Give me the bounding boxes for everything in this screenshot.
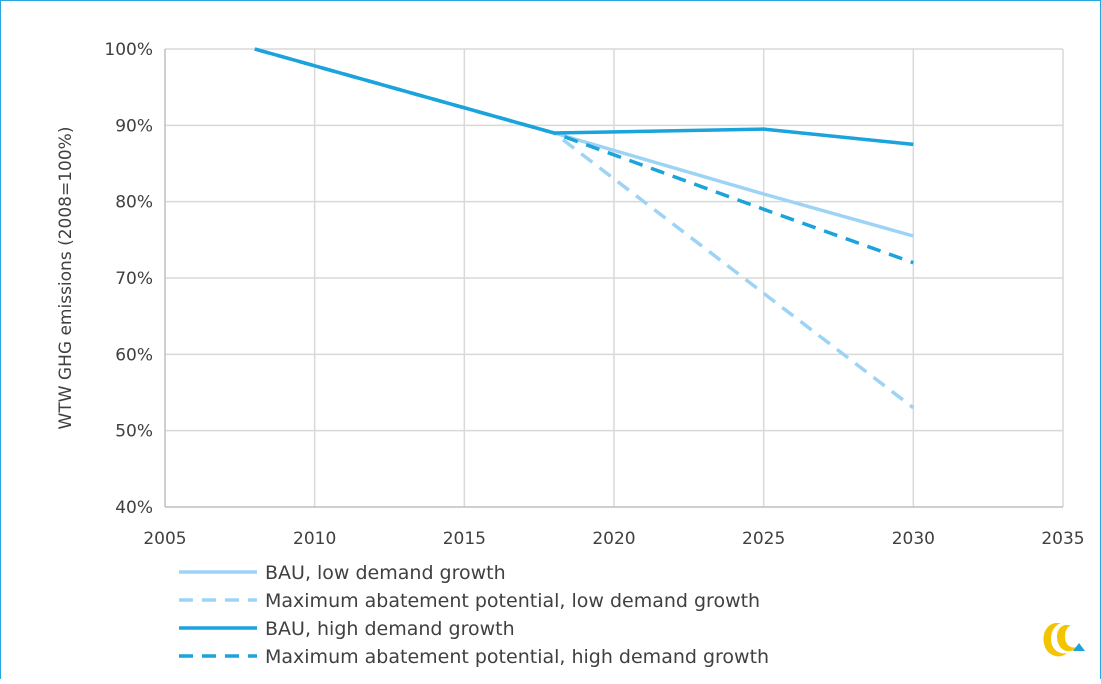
- brand-logo-icon: [1043, 623, 1085, 657]
- y-tick-label: 50%: [115, 422, 153, 442]
- x-tick-label: 2015: [443, 529, 486, 549]
- x-tick-label: 2005: [143, 529, 186, 549]
- y-tick-label: 100%: [104, 40, 153, 60]
- y-tick-label: 70%: [115, 269, 153, 289]
- legend-label: BAU, low demand growth: [265, 562, 506, 584]
- legend-item: Maximum abatement potential, high demand…: [179, 646, 769, 668]
- legend-item: BAU, low demand growth: [179, 562, 506, 584]
- x-tick-label: 2025: [742, 529, 785, 549]
- y-tick-label: 40%: [115, 498, 153, 518]
- legend-label: Maximum abatement potential, high demand…: [265, 646, 769, 668]
- series-lines: [254, 47, 915, 410]
- y-tick-label: 60%: [115, 345, 153, 365]
- x-tick-label: 2035: [1041, 529, 1084, 549]
- logo-yellow-ring-inner: [1057, 625, 1077, 652]
- axes: [164, 49, 1063, 508]
- logo-blue-triangle: [1073, 643, 1085, 651]
- logo-yellow-ring-outer: [1043, 623, 1067, 657]
- y-axis-title: WTW GHG emissions (2008=100%): [56, 127, 76, 430]
- x-tick-label: 2020: [592, 529, 635, 549]
- series-line-4: [254, 47, 914, 265]
- legend-item: BAU, high demand growth: [179, 618, 515, 640]
- tick-labels: 40% 50% 60% 70% 80% 90% 100% 2005 2010 2015 2020 20…: [104, 40, 1084, 549]
- legend-label: Maximum abatement potential, low demand …: [265, 590, 760, 612]
- legend: BAU, low demand growth Maximum abatement …: [179, 562, 769, 668]
- legend-label: BAU, high demand growth: [265, 618, 515, 640]
- x-tick-label: 2010: [293, 529, 336, 549]
- y-tick-label: 90%: [115, 116, 153, 136]
- y-tick-label: 80%: [115, 193, 153, 213]
- grid: [165, 48, 1064, 507]
- x-tick-label: 2030: [892, 529, 935, 549]
- series-line-3: [254, 47, 914, 147]
- legend-item: Maximum abatement potential, low demand …: [179, 590, 760, 612]
- series-line-2: [254, 47, 915, 410]
